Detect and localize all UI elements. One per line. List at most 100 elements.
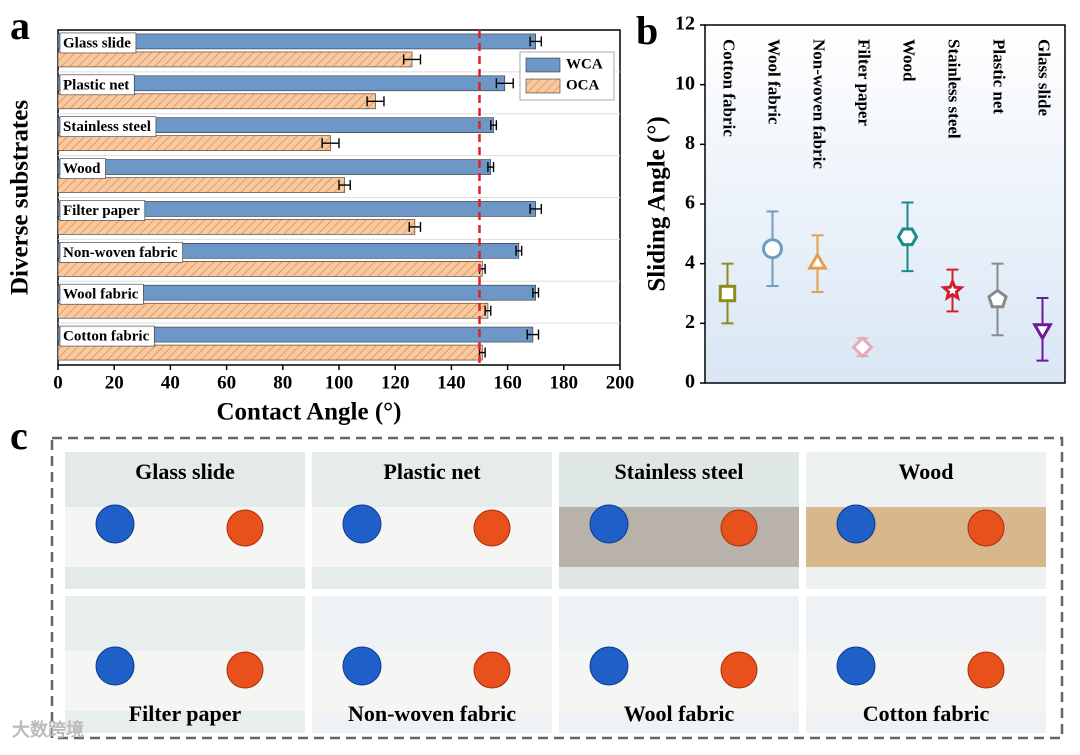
x-tick-label: 20 bbox=[105, 372, 124, 393]
data-point bbox=[1032, 323, 1053, 342]
oil-droplet bbox=[226, 651, 264, 689]
category-label-bg bbox=[59, 325, 155, 347]
data-point bbox=[851, 336, 874, 359]
category-label-bg bbox=[59, 116, 157, 137]
category-label: Plastic net bbox=[63, 77, 129, 93]
error-bar bbox=[529, 203, 543, 214]
water-droplet bbox=[95, 504, 135, 544]
x-tick-label: 80 bbox=[273, 372, 292, 393]
category-label: Filter paper bbox=[855, 39, 874, 126]
category-label-bg bbox=[59, 74, 135, 96]
error-bar bbox=[408, 221, 422, 232]
error-bar bbox=[487, 162, 495, 173]
category-label: Stainless steel bbox=[63, 119, 151, 135]
photo bbox=[312, 596, 552, 733]
legend-swatch bbox=[525, 78, 561, 94]
photo bbox=[312, 452, 552, 589]
x-tick-label: 40 bbox=[161, 372, 180, 393]
oil-droplet bbox=[720, 509, 758, 547]
y-tick-label: 10 bbox=[675, 72, 695, 94]
x-tick-label: 200 bbox=[606, 372, 635, 393]
panel-frame bbox=[50, 436, 1064, 740]
oil-droplet bbox=[226, 509, 264, 547]
water-droplet bbox=[95, 646, 135, 686]
y-tick-label: 12 bbox=[675, 13, 695, 35]
category-label-bg bbox=[59, 200, 146, 221]
photo-caption: Plastic net bbox=[383, 459, 481, 484]
data-point bbox=[762, 238, 783, 260]
photo bbox=[806, 452, 1046, 589]
plot-frame bbox=[704, 24, 1066, 384]
error-bar bbox=[321, 138, 340, 149]
photo bbox=[559, 452, 799, 589]
category-label: Glass slide bbox=[1035, 39, 1054, 116]
error-bar bbox=[402, 54, 422, 65]
panel-label: a bbox=[10, 3, 30, 48]
y-tick-label: 8 bbox=[685, 132, 695, 154]
water-droplet bbox=[342, 504, 382, 544]
x-tick-label: 180 bbox=[550, 372, 579, 393]
error-bar bbox=[490, 120, 498, 131]
water-droplet bbox=[836, 504, 876, 544]
photo bbox=[559, 596, 799, 733]
photo bbox=[806, 596, 1046, 733]
photo-caption: Wood bbox=[898, 459, 953, 484]
panel-label: c bbox=[10, 413, 28, 458]
oil-droplet bbox=[967, 651, 1005, 689]
category-label: Wood bbox=[63, 161, 101, 177]
data-point bbox=[807, 251, 828, 270]
bar bbox=[57, 302, 489, 319]
category-label: Glass slide bbox=[63, 35, 131, 51]
photo-caption: Glass slide bbox=[135, 459, 235, 484]
category-label: Non-woven fabric bbox=[810, 39, 829, 169]
x-tick-label: 60 bbox=[217, 372, 236, 393]
data-point bbox=[940, 277, 965, 301]
x-tick-label: 120 bbox=[381, 372, 410, 393]
error-bar bbox=[366, 96, 385, 107]
category-label: Cotton fabric bbox=[63, 329, 150, 345]
photo-caption: Stainless steel bbox=[615, 459, 744, 484]
oil-droplet bbox=[473, 509, 511, 547]
panel-label: b bbox=[636, 8, 658, 53]
bar bbox=[57, 261, 483, 277]
photo-caption: Non-woven fabric bbox=[348, 701, 516, 726]
photo-caption: Cotton fabric bbox=[863, 701, 990, 726]
y-axis-label: Sliding Angle (°) bbox=[644, 116, 671, 291]
photo bbox=[65, 596, 305, 733]
water-droplet bbox=[589, 646, 629, 686]
category-label-bg bbox=[59, 32, 137, 54]
y-tick-label: 6 bbox=[685, 192, 695, 214]
y-tick-label: 0 bbox=[685, 371, 695, 393]
category-label: Plastic net bbox=[990, 39, 1009, 114]
category-label: Wood bbox=[900, 39, 919, 82]
category-label-bg bbox=[59, 158, 106, 179]
category-label: Filter paper bbox=[63, 203, 140, 219]
error-bar bbox=[495, 78, 514, 89]
x-tick-label: 140 bbox=[437, 372, 466, 393]
legend-label: WCA bbox=[566, 56, 603, 72]
category-label: Wool fabric bbox=[63, 287, 139, 303]
legend-swatch bbox=[525, 57, 561, 73]
x-tick-label: 100 bbox=[325, 372, 354, 393]
oil-droplet bbox=[473, 651, 511, 689]
photo bbox=[65, 452, 305, 589]
category-label: Cotton fabric bbox=[720, 39, 739, 137]
water-droplet bbox=[589, 504, 629, 544]
photo-caption: Filter paper bbox=[129, 701, 242, 726]
category-label: Non-woven fabric bbox=[63, 245, 178, 261]
x-tick-label: 0 bbox=[53, 372, 63, 393]
category-label-bg bbox=[59, 242, 183, 263]
error-bar bbox=[484, 305, 492, 316]
error-bar bbox=[338, 180, 351, 191]
error-bar bbox=[529, 36, 543, 47]
oil-droplet bbox=[967, 509, 1005, 547]
error-bar bbox=[526, 329, 540, 340]
category-label-bg bbox=[59, 283, 144, 305]
error-bar bbox=[515, 245, 523, 256]
category-label: Stainless steel bbox=[945, 39, 964, 139]
water-droplet bbox=[342, 646, 382, 686]
data-point bbox=[718, 284, 737, 303]
x-tick-label: 160 bbox=[493, 372, 522, 393]
bar bbox=[57, 159, 492, 175]
